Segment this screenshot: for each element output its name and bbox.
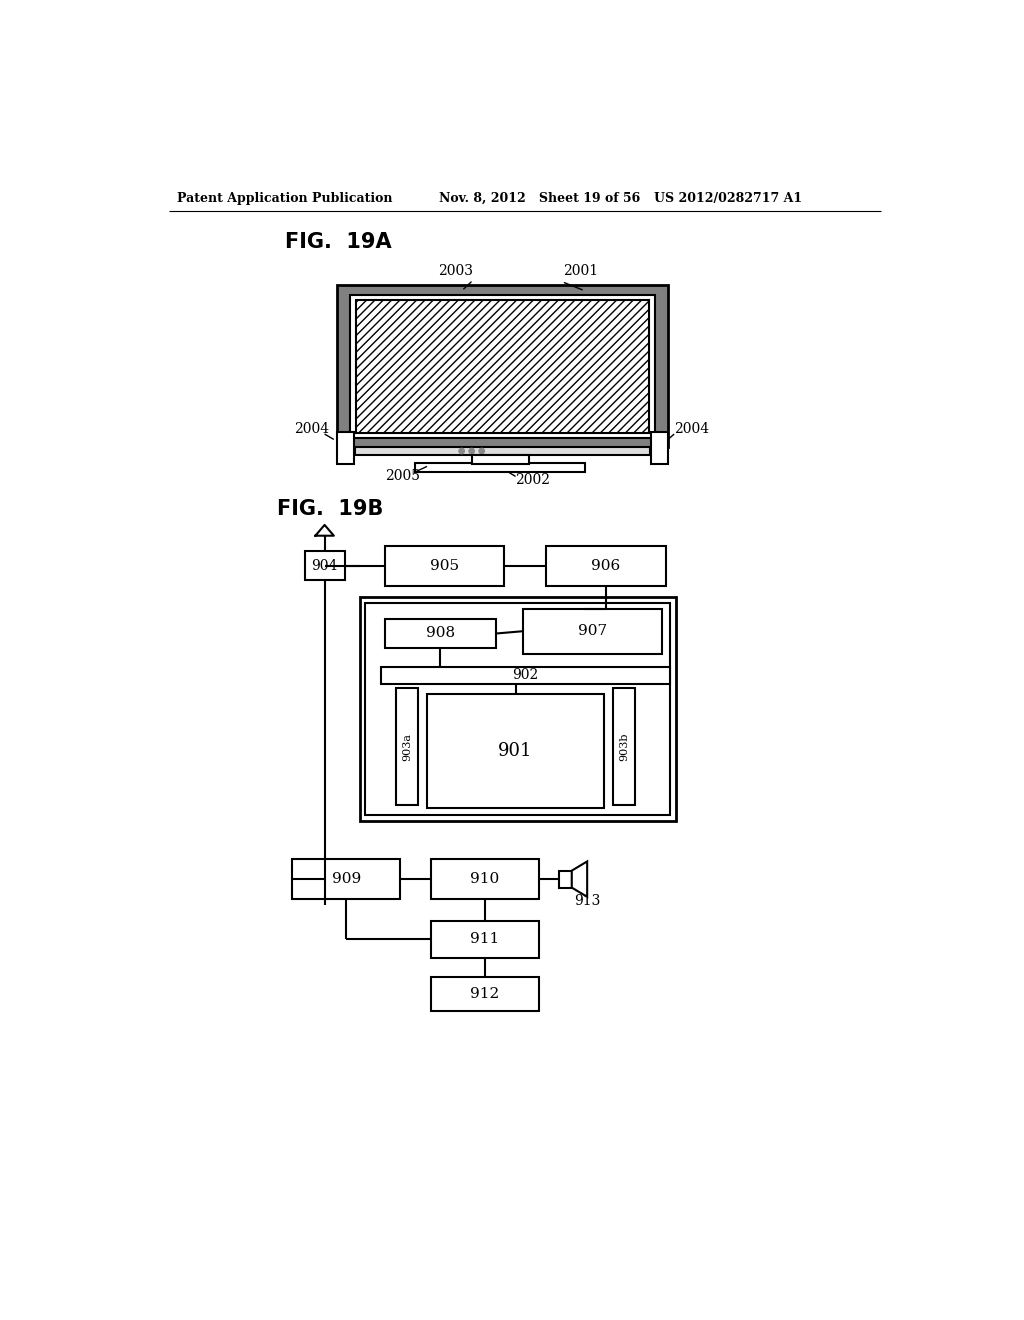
Text: 902: 902 — [512, 668, 539, 682]
Text: 907: 907 — [578, 624, 607, 638]
Bar — [431, 921, 539, 958]
Circle shape — [469, 449, 474, 454]
Text: FIG.  19B: FIG. 19B — [276, 499, 383, 519]
Bar — [385, 619, 497, 648]
Text: 908: 908 — [426, 627, 455, 640]
Bar — [356, 300, 649, 433]
Text: 2003: 2003 — [438, 264, 473, 277]
Text: Patent Application Publication: Patent Application Publication — [177, 191, 392, 205]
Bar — [472, 455, 529, 465]
Bar — [523, 609, 662, 653]
Bar — [366, 603, 671, 816]
Bar — [416, 462, 585, 471]
Text: Nov. 8, 2012   Sheet 19 of 56: Nov. 8, 2012 Sheet 19 of 56 — [438, 191, 640, 205]
Text: 901: 901 — [499, 742, 532, 759]
Text: 2002: 2002 — [515, 474, 551, 487]
Text: 906: 906 — [592, 558, 621, 573]
Bar — [337, 432, 354, 465]
Bar — [651, 432, 668, 465]
Text: 2005: 2005 — [385, 470, 420, 483]
Bar — [304, 552, 345, 581]
Text: 909: 909 — [332, 873, 360, 886]
Bar — [547, 545, 666, 586]
Bar — [337, 285, 668, 447]
Text: FIG.  19A: FIG. 19A — [285, 231, 391, 252]
Bar — [613, 688, 635, 805]
Bar — [355, 447, 649, 455]
Text: 911: 911 — [470, 932, 500, 946]
Bar — [427, 693, 604, 808]
Bar — [431, 977, 539, 1011]
Bar — [360, 597, 676, 821]
Bar — [350, 296, 655, 438]
Bar — [396, 688, 418, 805]
Text: US 2012/0282717 A1: US 2012/0282717 A1 — [654, 191, 802, 205]
Bar — [431, 859, 539, 899]
Bar — [381, 667, 670, 684]
Text: 905: 905 — [430, 558, 459, 573]
Text: 913: 913 — [574, 894, 600, 908]
Bar — [559, 871, 571, 887]
Polygon shape — [571, 862, 587, 896]
Text: 2004: 2004 — [674, 422, 710, 437]
Text: 904: 904 — [311, 558, 338, 573]
Circle shape — [479, 449, 484, 454]
Bar — [385, 545, 504, 586]
Text: 912: 912 — [470, 987, 500, 1001]
Text: 910: 910 — [470, 873, 500, 886]
Text: 2001: 2001 — [563, 264, 598, 277]
Circle shape — [459, 449, 464, 454]
Bar — [292, 859, 400, 899]
Text: 903b: 903b — [620, 733, 629, 760]
Text: 903a: 903a — [402, 733, 412, 760]
Text: 2004: 2004 — [294, 422, 329, 437]
